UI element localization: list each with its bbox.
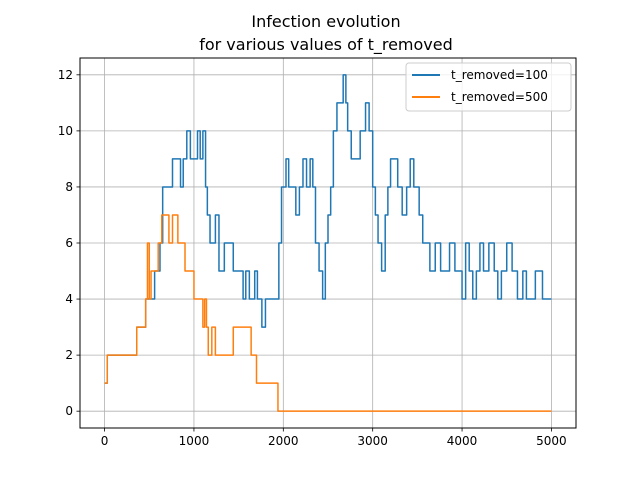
y-tick-label: 2 bbox=[65, 348, 73, 362]
series-line-1 bbox=[104, 74, 552, 384]
x-tick-label: 2000 bbox=[268, 434, 299, 448]
chart-title-line-1: Infection evolution bbox=[251, 12, 400, 31]
y-tick-label: 12 bbox=[58, 68, 73, 82]
series-line-2 bbox=[104, 214, 552, 412]
x-tick-label: 3000 bbox=[357, 434, 388, 448]
x-tick-label: 4000 bbox=[447, 434, 478, 448]
chart-title-line-2: for various values of t_removed bbox=[199, 35, 453, 55]
y-tick-label: 10 bbox=[58, 124, 73, 138]
x-tick-label: 1000 bbox=[179, 434, 210, 448]
x-tick-label: 5000 bbox=[536, 434, 567, 448]
legend: t_removed=100 t_removed=500 bbox=[405, 62, 572, 112]
series-lines bbox=[104, 74, 552, 412]
y-tick-label: 0 bbox=[65, 404, 73, 418]
legend-label-series-1: t_removed=100 bbox=[451, 68, 548, 82]
y-tick-label: 8 bbox=[65, 180, 73, 194]
axis-ticks: 0 1000 2000 3000 4000 5000 0 2 4 6 8 10 12 bbox=[58, 68, 567, 448]
x-tick-label: 0 bbox=[101, 434, 109, 448]
legend-label-series-2: t_removed=500 bbox=[451, 90, 548, 104]
legend-box bbox=[405, 62, 572, 112]
y-tick-label: 4 bbox=[65, 292, 73, 306]
y-tick-label: 6 bbox=[65, 236, 73, 250]
